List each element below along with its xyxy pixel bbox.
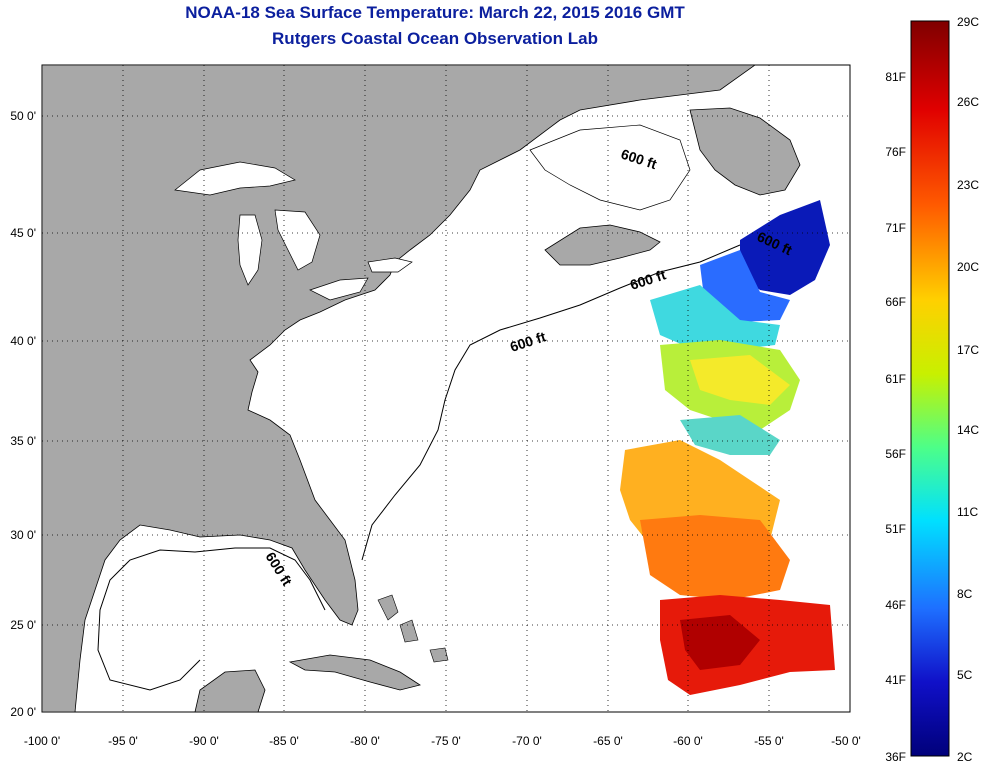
sst-patch-darkred	[680, 615, 760, 670]
sst-patch-cyan	[650, 285, 780, 350]
land-yucatan	[194, 669, 266, 712]
sst-patch-cold-edge	[700, 250, 790, 322]
lon-tick: -95 0'	[108, 734, 138, 748]
lat-tick: 50 0'	[10, 109, 36, 123]
lon-axis-labels: -100 0' -95 0' -90 0' -85 0' -80 0' -75 …	[24, 734, 861, 748]
lon-tick: -90 0'	[189, 734, 219, 748]
sst-patch-yellow	[690, 355, 790, 405]
lake-michigan	[237, 214, 263, 286]
lake-huron	[274, 209, 321, 271]
colorbar-fahrenheit-labels: 81F 76F 71F 66F 61F 56F 51F 46F 41F 36F	[885, 70, 906, 764]
lon-tick: -100 0'	[24, 734, 60, 748]
map-subtitle: Rutgers Coastal Ocean Observation Lab	[272, 29, 598, 48]
cb-f-label: 66F	[885, 295, 906, 309]
cb-f-label: 36F	[885, 750, 906, 764]
cb-c-label: 29C	[957, 15, 979, 29]
cb-c-label: 26C	[957, 95, 979, 109]
colorbar	[910, 20, 950, 757]
cb-c-label: 17C	[957, 343, 979, 357]
cb-f-label: 71F	[885, 221, 906, 235]
cb-c-label: 2C	[957, 750, 973, 764]
lake-superior	[174, 161, 296, 196]
cb-c-label: 23C	[957, 178, 979, 192]
lat-tick: 45 0'	[10, 226, 36, 240]
cb-f-label: 41F	[885, 673, 906, 687]
contour-600ft-atlantic	[361, 244, 741, 561]
lon-tick: -85 0'	[269, 734, 299, 748]
lon-tick: -60 0'	[673, 734, 703, 748]
lon-tick: -75 0'	[431, 734, 461, 748]
contour-600ft-gulf	[97, 547, 326, 691]
cb-f-label: 56F	[885, 447, 906, 461]
cb-c-label: 14C	[957, 423, 979, 437]
land-bahamas	[377, 594, 449, 663]
land-cuba	[288, 654, 421, 691]
land-newfoundland	[689, 107, 801, 196]
lat-axis-labels: 50 0' 45 0' 40 0' 35 0' 30 0' 25 0' 20 0…	[10, 109, 36, 719]
cb-c-label: 20C	[957, 260, 979, 274]
lat-tick: 35 0'	[10, 434, 36, 448]
sst-patch-cold-north	[740, 200, 830, 295]
lon-tick: -65 0'	[593, 734, 623, 748]
cb-f-label: 51F	[885, 522, 906, 536]
gulf-st-lawrence	[529, 124, 691, 211]
land-nova-scotia	[544, 224, 661, 266]
lat-tick: 30 0'	[10, 528, 36, 542]
lat-tick: 25 0'	[10, 618, 36, 632]
lake-erie	[309, 277, 369, 301]
map-title: NOAA-18 Sea Surface Temperature: March 2…	[185, 3, 685, 22]
lon-tick: -55 0'	[754, 734, 784, 748]
cb-f-label: 81F	[885, 70, 906, 84]
cb-c-label: 11C	[957, 505, 978, 519]
lat-tick: 20 0'	[10, 705, 36, 719]
cb-f-label: 61F	[885, 372, 906, 386]
colorbar-celsius-labels: 29C 26C 23C 20C 17C 14C 11C 8C 5C 2C	[957, 15, 979, 764]
sst-patch-aqua	[680, 415, 780, 455]
sst-data-field	[620, 200, 835, 695]
cb-c-label: 5C	[957, 668, 973, 682]
lake-ontario	[367, 257, 413, 273]
land-north-america	[42, 65, 756, 712]
lon-tick: -50 0'	[831, 734, 861, 748]
lat-tick: 40 0'	[10, 334, 36, 348]
sst-patch-orange-south	[640, 515, 790, 600]
cb-f-label: 76F	[885, 145, 906, 159]
cb-f-label: 46F	[885, 598, 906, 612]
lon-tick: -70 0'	[512, 734, 542, 748]
cb-c-label: 8C	[957, 587, 973, 601]
lon-tick: -80 0'	[350, 734, 380, 748]
